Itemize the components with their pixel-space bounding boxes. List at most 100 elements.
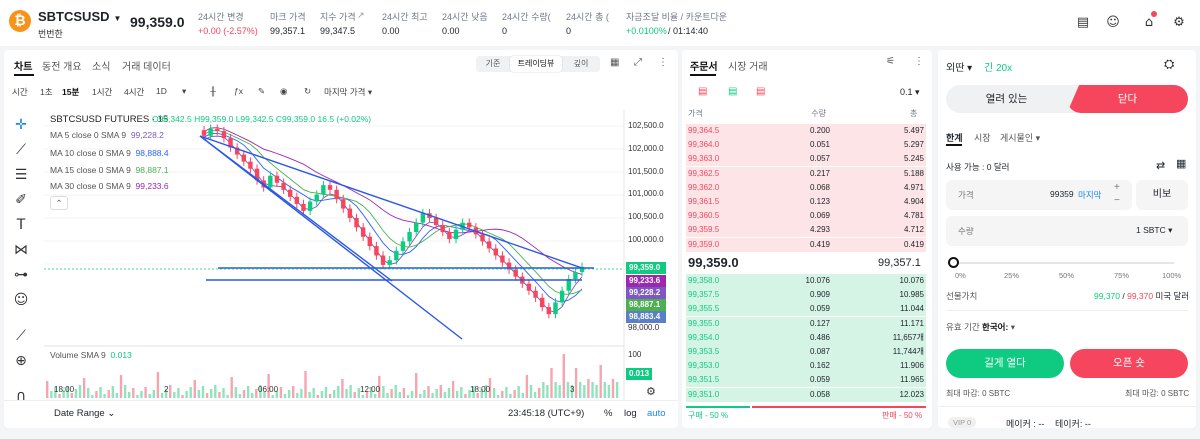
ask-row[interactable]: 99,362.0 0.068 4.971	[686, 180, 926, 195]
book-both-icon[interactable]: ▤	[698, 86, 708, 97]
ask-row[interactable]: 99,362.5 0.217 5.188	[686, 166, 926, 181]
candle-type-icon[interactable]: ╫	[210, 86, 217, 96]
calculator-icon[interactable]: ⛭	[1164, 56, 1175, 71]
vip-badge[interactable]: VIP 0	[948, 417, 977, 428]
open-long-button[interactable]: 길게 열다	[946, 349, 1064, 378]
ask-row[interactable]: 99,364.0 0.051 5.297	[686, 138, 926, 153]
filter-icon[interactable]: ⚟	[886, 56, 895, 67]
ask-row[interactable]: 99,361.5 0.123 4.904	[686, 195, 926, 209]
tab-trade-data[interactable]: 거래 데이터	[122, 62, 171, 73]
chevron-down-icon[interactable]: ▾	[182, 86, 187, 96]
ask-row[interactable]: 99,364.5 0.200 5.497	[686, 124, 926, 138]
camera-icon[interactable]: ◉	[280, 86, 288, 96]
more-icon[interactable]: ⋮	[658, 57, 668, 68]
ma-legend-30[interactable]: MA 30 close 0 SMA 9 99,233.6	[50, 181, 169, 191]
more-icon[interactable]: ⋮	[914, 56, 924, 67]
bid-row[interactable]: 99,353.5 0.087 11,744개	[686, 345, 926, 359]
view-basic[interactable]: 기준	[485, 59, 501, 68]
bid-row[interactable]: 99,353.0 0.162 11.906	[686, 359, 926, 374]
ma-legend-10[interactable]: MA 10 close 0 SMA 9 98,888.4	[50, 148, 169, 158]
horizontal-lines-icon[interactable]: ☰	[14, 167, 28, 183]
order-type-market[interactable]: 시장	[974, 133, 991, 143]
last-price-tag[interactable]: 마지막	[1078, 190, 1102, 200]
interval-1d[interactable]: 1D	[156, 86, 167, 96]
percent-toggle[interactable]: %	[604, 408, 613, 419]
bid-row[interactable]: 99,351.0 0.058 12.023	[686, 387, 926, 402]
tif-select[interactable]: 한국어:	[982, 322, 1009, 332]
bid-row[interactable]: 99,355.5 0.059 11.044	[686, 302, 926, 317]
expand-icon[interactable]: ⤢	[634, 57, 642, 68]
calculator-icon[interactable]: ▦	[1176, 158, 1187, 170]
tab-market-trades[interactable]: 시장 거래	[728, 62, 768, 73]
tab-close[interactable]: 닫다	[1067, 85, 1188, 113]
ma-legend-5[interactable]: MA 5 close 0 SMA 9 99,228.2	[50, 130, 164, 140]
increment-icon[interactable]: +	[1114, 182, 1120, 193]
margin-mode-select[interactable]: 외딴 ▾	[946, 63, 973, 74]
interval-15m[interactable]: 15분	[62, 87, 80, 97]
tab-order-book[interactable]: 주문서	[690, 62, 718, 73]
refresh-icon[interactable]: ↻	[304, 86, 312, 96]
draw-icon[interactable]: ✎	[258, 86, 266, 96]
view-depth[interactable]: 깊이	[573, 59, 589, 68]
qty-unit-select[interactable]: 1 SBTC ▾	[1136, 225, 1173, 235]
crosshair-icon[interactable]: ✛	[15, 117, 27, 133]
pattern-icon[interactable]: ⋈	[14, 242, 28, 258]
tab-coin-overview[interactable]: 동전 개요	[42, 62, 82, 73]
price-chart[interactable]	[4, 50, 678, 428]
chart-settings-icon[interactable]: ⚙	[646, 386, 656, 398]
bbo-button[interactable]: 비보	[1136, 180, 1188, 210]
ask-row[interactable]: 99,359.0 0.419 0.419	[686, 237, 926, 252]
gift-icon[interactable]: ⌂	[1140, 11, 1158, 32]
bid-row[interactable]: 99,357.5 0.909 10.985	[686, 288, 926, 303]
grid-layout-icon[interactable]: ▦	[610, 57, 620, 68]
log-toggle[interactable]: log	[624, 408, 637, 419]
open-short-button[interactable]: 오픈 숏	[1070, 349, 1188, 378]
magnet-icon[interactable]: ∩	[15, 388, 27, 404]
precision-select[interactable]: 0.1 ▾	[900, 87, 920, 97]
tab-open[interactable]: 열려 있는	[985, 93, 1028, 105]
bid-row[interactable]: 99,358.0 10.076 10.076	[686, 274, 926, 288]
qty-slider-track[interactable]	[954, 262, 1174, 264]
trendline-icon[interactable]: ⟋	[16, 142, 26, 158]
emoji-icon[interactable]: ☺	[13, 292, 29, 308]
ma-legend-15[interactable]: MA 15 close 0 SMA 9 98,887.1	[50, 165, 169, 175]
ask-row[interactable]: 99,359.5 4.293 4.712	[686, 223, 926, 238]
interval-1s[interactable]: 1초	[40, 87, 53, 97]
text-icon[interactable]: T	[16, 217, 26, 233]
tab-news[interactable]: 소식	[92, 62, 111, 73]
bid-row[interactable]: 99,354.0 0.486 11,657개	[686, 330, 926, 345]
interval-4h[interactable]: 4시간	[124, 87, 145, 97]
zoom-icon[interactable]: ⊕	[15, 353, 27, 369]
interval-1h[interactable]: 1시간	[92, 87, 113, 97]
ask-row[interactable]: 99,360.5 0.069 4.781	[686, 209, 926, 224]
brush-icon[interactable]: ✐	[15, 192, 27, 208]
transfer-icon[interactable]: ⇄	[1156, 160, 1166, 172]
auto-toggle[interactable]: auto	[647, 408, 666, 419]
order-type-post-only[interactable]: 게시물인 ▾	[1000, 133, 1041, 143]
orders-icon[interactable]: ▤	[1076, 15, 1090, 30]
date-range-button[interactable]: Date Range ⌄	[54, 408, 116, 419]
qty-slider-handle[interactable]	[948, 257, 959, 268]
collapse-legend-icon[interactable]: ⌃	[50, 196, 68, 210]
bid-row[interactable]: 99,351.5 0.059 11.965	[686, 373, 926, 388]
price-field[interactable]: 가격 99359 마지막 + −	[946, 180, 1132, 210]
bid-row[interactable]: 99,355.0 0.127 11.171	[686, 316, 926, 331]
book-bids-icon[interactable]: ▤	[728, 86, 738, 97]
ask-row[interactable]: 99,363.0 0.057 5.245	[686, 152, 926, 167]
order-type-limit[interactable]: 한계	[946, 133, 963, 143]
symbol-selector[interactable]: SBTCSUSD ▼	[38, 9, 121, 24]
leverage-button[interactable]: 긴 20x	[984, 63, 1013, 74]
price-type-select[interactable]: 마지막 가격 ▾	[324, 87, 373, 97]
ruler-icon[interactable]: ⟋	[16, 328, 26, 344]
book-asks-icon[interactable]: ▤	[756, 86, 766, 97]
settings-icon[interactable]: ⚙	[1173, 15, 1185, 30]
view-tradingview[interactable]: 트레이딩뷰	[510, 56, 562, 72]
measure-icon[interactable]: ⊶	[14, 267, 28, 283]
volume-legend[interactable]: Volume SMA 9 0.013	[50, 350, 132, 360]
support-icon[interactable]: ☺	[1106, 15, 1120, 30]
decrement-icon[interactable]: −	[1114, 195, 1120, 206]
quantity-field[interactable]: 수량 1 SBTC ▾	[946, 216, 1188, 246]
external-link-icon[interactable]: ↗	[357, 10, 365, 20]
indicators-icon[interactable]: ƒx	[234, 86, 243, 96]
tab-chart[interactable]: 차트	[14, 62, 33, 73]
